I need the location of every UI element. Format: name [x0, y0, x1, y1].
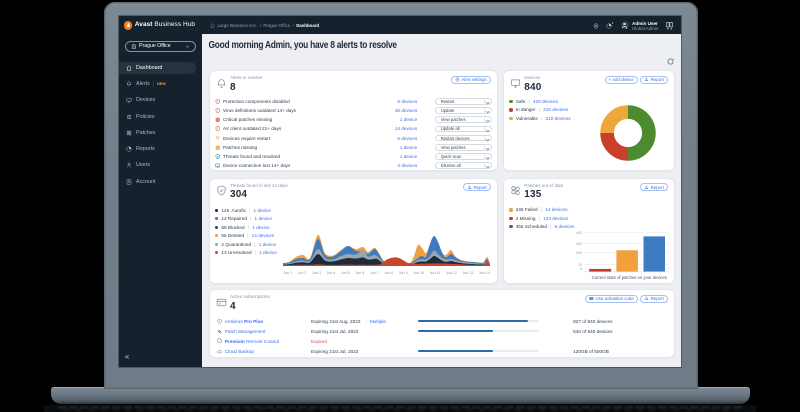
- svg-text:10: 10: [578, 261, 583, 266]
- svg-text:400: 400: [575, 229, 582, 234]
- svg-text:200: 200: [575, 249, 582, 254]
- svg-text:0: 0: [580, 266, 583, 271]
- svg-text:300: 300: [575, 240, 582, 245]
